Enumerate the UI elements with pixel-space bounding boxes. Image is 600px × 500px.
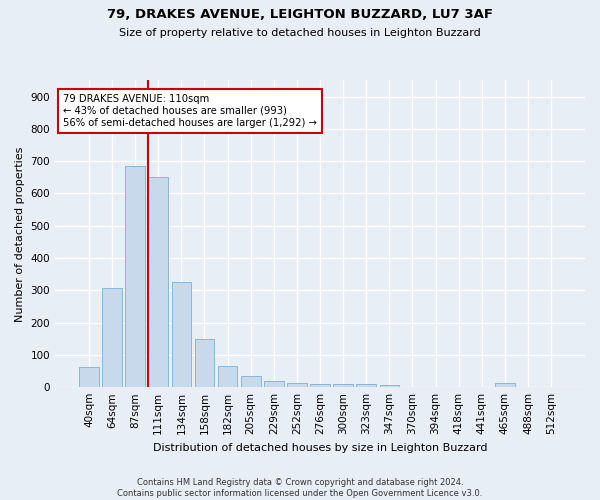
X-axis label: Distribution of detached houses by size in Leighton Buzzard: Distribution of detached houses by size … [153,442,487,452]
Text: 79, DRAKES AVENUE, LEIGHTON BUZZARD, LU7 3AF: 79, DRAKES AVENUE, LEIGHTON BUZZARD, LU7… [107,8,493,20]
Bar [194,339,214,387]
Bar [356,384,376,387]
Bar [287,384,307,387]
Bar [334,384,353,387]
Bar [218,366,238,387]
Bar [495,384,515,387]
Bar [125,166,145,387]
Bar [241,376,260,387]
Text: Size of property relative to detached houses in Leighton Buzzard: Size of property relative to detached ho… [119,28,481,38]
Bar [172,282,191,387]
Bar [264,380,284,387]
Text: 79 DRAKES AVENUE: 110sqm
← 43% of detached houses are smaller (993)
56% of semi-: 79 DRAKES AVENUE: 110sqm ← 43% of detach… [63,94,317,128]
Bar [148,178,168,387]
Bar [310,384,330,387]
Text: Contains HM Land Registry data © Crown copyright and database right 2024.
Contai: Contains HM Land Registry data © Crown c… [118,478,482,498]
Bar [102,288,122,387]
Bar [380,384,399,387]
Bar [79,367,99,387]
Y-axis label: Number of detached properties: Number of detached properties [15,146,25,322]
